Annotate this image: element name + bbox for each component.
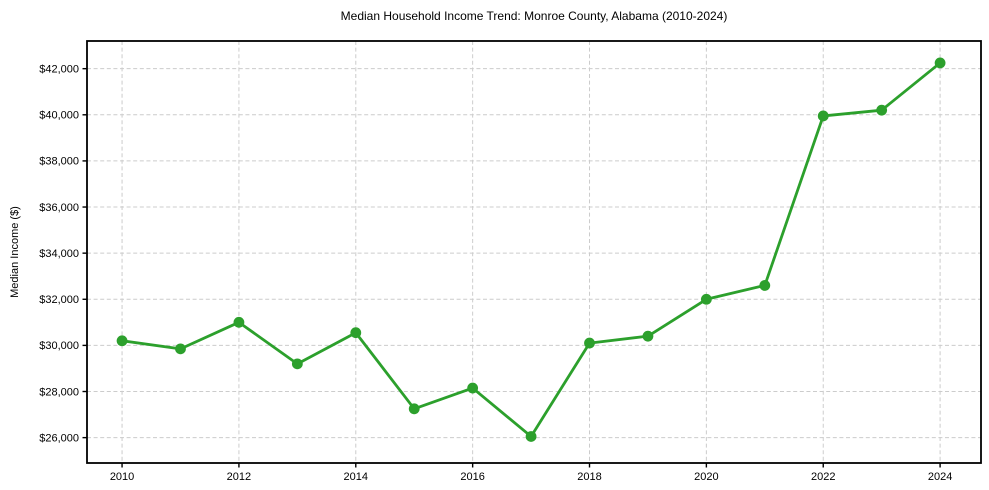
chart-title: Median Household Income Trend: Monroe Co… <box>340 9 728 23</box>
y-tick-label: $32,000 <box>39 294 79 306</box>
data-point-marker <box>584 337 595 349</box>
data-point-marker <box>467 382 479 394</box>
data-point-marker <box>408 403 420 415</box>
x-tick-label: 2018 <box>577 471 601 483</box>
data-point-marker <box>876 104 888 116</box>
y-tick-label: $40,000 <box>39 110 79 122</box>
x-tick-label: 2014 <box>344 471 368 483</box>
data-point-marker <box>350 327 362 339</box>
data-point-marker <box>934 57 946 69</box>
x-tick-label: 2022 <box>811 471 835 483</box>
x-tick-label: 2020 <box>694 471 718 483</box>
x-tick-label: 2010 <box>110 471 134 483</box>
x-tick-label: 2024 <box>928 471 952 483</box>
data-point-marker <box>642 330 654 342</box>
y-tick-label: $28,000 <box>39 386 79 398</box>
y-tick-label: $42,000 <box>39 63 79 75</box>
data-point-marker <box>291 358 303 370</box>
plot-border <box>86 40 982 464</box>
data-point-marker <box>233 316 245 328</box>
data-point-marker <box>525 431 537 442</box>
data-point-marker <box>116 335 128 347</box>
x-tick-label: 2012 <box>227 471 251 483</box>
y-tick-label: $36,000 <box>39 202 79 214</box>
data-point-marker <box>759 280 771 291</box>
plot-background <box>87 41 981 463</box>
y-tick-label: $26,000 <box>39 432 79 444</box>
x-tick-label: 2016 <box>460 471 484 483</box>
y-tick-label: $38,000 <box>39 156 79 168</box>
y-tick-label: $30,000 <box>39 340 79 352</box>
y-tick-label: $34,000 <box>39 248 79 260</box>
data-point-marker <box>817 110 829 122</box>
data-point-marker <box>700 293 712 305</box>
data-point-marker <box>175 343 186 355</box>
